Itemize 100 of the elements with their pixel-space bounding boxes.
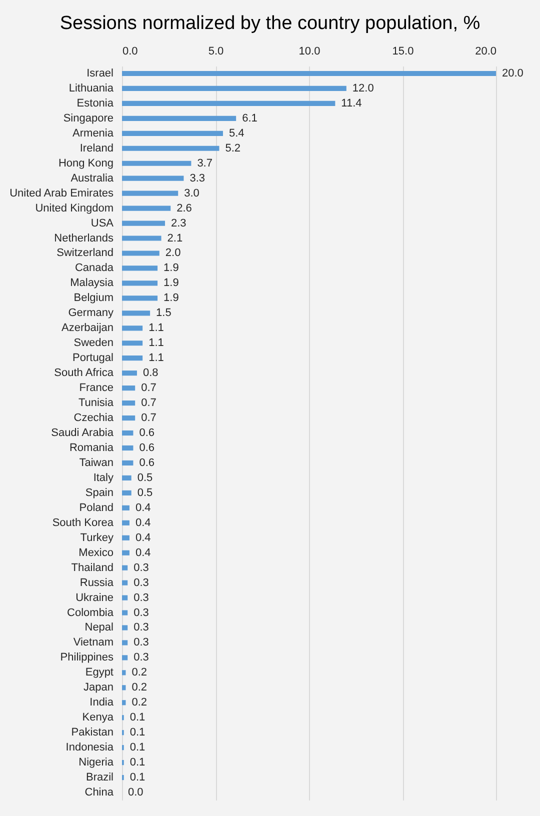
y-tick-label: Mexico bbox=[78, 546, 114, 559]
data-label: 2.3 bbox=[171, 217, 186, 230]
data-label: 0.3 bbox=[134, 652, 149, 664]
y-tick-label: India bbox=[90, 696, 114, 709]
data-label: 0.4 bbox=[135, 502, 151, 514]
y-tick-label: Vietnam bbox=[73, 636, 114, 649]
data-label: 0.7 bbox=[141, 397, 156, 410]
y-tick-label: Israel bbox=[86, 67, 114, 80]
y-tick-label: Tunisia bbox=[78, 397, 114, 410]
y-tick-label: Romania bbox=[69, 442, 114, 454]
data-label: 12.0 bbox=[352, 82, 374, 94]
data-label: 1.1 bbox=[148, 337, 164, 350]
y-tick-label: Italy bbox=[93, 472, 114, 484]
y-tick-label: United Arab Emirates bbox=[10, 187, 114, 200]
data-label: 1.9 bbox=[164, 277, 179, 290]
data-label: 0.0 bbox=[128, 786, 144, 799]
y-tick-label: China bbox=[84, 786, 114, 799]
data-label: 0.1 bbox=[130, 772, 146, 784]
y-tick-label: United Kingdom bbox=[35, 202, 114, 214]
y-tick-label: Australia bbox=[70, 172, 114, 184]
y-tick-label: Saudi Arabia bbox=[51, 427, 114, 439]
y-tick-label: Thailand bbox=[71, 562, 114, 574]
data-label: 0.1 bbox=[130, 726, 146, 739]
data-label: 3.3 bbox=[190, 172, 206, 184]
y-tick-label: Switzerland bbox=[56, 247, 114, 260]
y-tick-label: Poland bbox=[79, 502, 114, 514]
data-label: 1.9 bbox=[164, 292, 179, 304]
y-tick-label: Nepal bbox=[84, 622, 114, 634]
y-tick-label: Malaysia bbox=[70, 277, 114, 290]
data-label: 0.3 bbox=[134, 636, 149, 649]
y-tick-label: Spain bbox=[85, 486, 114, 499]
data-label: 0.8 bbox=[142, 367, 158, 380]
y-tick-label: Singapore bbox=[63, 112, 114, 124]
y-tick-label: USA bbox=[90, 217, 114, 230]
y-tick-label: Japan bbox=[84, 682, 114, 694]
y-tick-label: Philippines bbox=[60, 652, 114, 664]
data-label: 0.5 bbox=[137, 472, 153, 484]
y-tick-label: Ukraine bbox=[76, 592, 114, 604]
data-label: 3.7 bbox=[197, 157, 212, 170]
data-label: 1.1 bbox=[148, 352, 164, 364]
data-label: 2.6 bbox=[176, 202, 192, 214]
data-label: 0.7 bbox=[141, 412, 156, 424]
y-tick-label: Pakistan bbox=[71, 726, 114, 739]
x-tick-label: 5.0 bbox=[208, 46, 224, 58]
y-tick-label: Colombia bbox=[67, 606, 114, 619]
data-label: 0.3 bbox=[134, 622, 149, 634]
y-tick-label: France bbox=[79, 382, 114, 394]
data-label: 3.0 bbox=[184, 187, 200, 200]
y-tick-label: Sweden bbox=[74, 337, 114, 350]
data-label: 11.4 bbox=[341, 97, 362, 110]
data-label: 0.1 bbox=[130, 756, 146, 769]
y-tick-label: Estonia bbox=[76, 97, 114, 110]
chart-title: Sessions normalized by the country population, % bbox=[60, 13, 480, 34]
x-tick-label: 10.0 bbox=[298, 46, 320, 58]
data-label: 0.4 bbox=[135, 532, 151, 544]
data-label: 0.5 bbox=[137, 486, 153, 499]
y-tick-label: Czechia bbox=[74, 412, 114, 424]
data-label: 0.3 bbox=[134, 606, 149, 619]
y-tick-label: Brazil bbox=[86, 772, 114, 784]
data-label: 2.0 bbox=[165, 247, 181, 260]
y-tick-label: Taiwan bbox=[79, 456, 114, 469]
y-tick-label: Canada bbox=[74, 262, 114, 274]
y-tick-label: Azerbaijan bbox=[62, 322, 114, 334]
y-tick-label: Netherlands bbox=[54, 232, 114, 244]
data-label: 20.0 bbox=[502, 67, 524, 80]
y-tick-label: Russia bbox=[80, 576, 114, 589]
data-label: 5.2 bbox=[225, 142, 241, 154]
y-tick-label: Ireland bbox=[80, 142, 114, 154]
data-label: 0.6 bbox=[139, 456, 155, 469]
data-label: 5.4 bbox=[228, 127, 244, 140]
data-label: 6.1 bbox=[242, 112, 258, 124]
data-label: 1.9 bbox=[164, 262, 179, 274]
data-label: 0.2 bbox=[132, 666, 148, 679]
data-label: 0.4 bbox=[135, 546, 151, 559]
data-label: 0.3 bbox=[134, 592, 149, 604]
data-label: 0.6 bbox=[139, 427, 155, 439]
data-label: 1.5 bbox=[156, 307, 172, 320]
data-label: 0.2 bbox=[132, 696, 148, 709]
y-tick-label: Indonesia bbox=[66, 742, 114, 754]
y-tick-label: Hong Kong bbox=[58, 157, 114, 170]
y-tick-label: Kenya bbox=[82, 712, 114, 724]
y-tick-label: South Korea bbox=[52, 516, 114, 529]
y-tick-label: Portugal bbox=[72, 352, 114, 364]
y-tick-label: Belgium bbox=[74, 292, 114, 304]
x-tick-label: 0.0 bbox=[122, 46, 138, 58]
data-label: 0.3 bbox=[134, 576, 149, 589]
data-label: 0.1 bbox=[130, 712, 146, 724]
data-label: 0.2 bbox=[132, 682, 148, 694]
y-tick-label: Turkey bbox=[80, 532, 114, 544]
x-tick-label: 20.0 bbox=[475, 46, 496, 58]
y-tick-label: Egypt bbox=[85, 666, 114, 679]
y-tick-label: Armenia bbox=[72, 127, 114, 140]
x-tick-label: 15.0 bbox=[392, 46, 414, 58]
data-label: 0.3 bbox=[134, 562, 149, 574]
data-label: 0.1 bbox=[130, 742, 146, 754]
data-label: 1.1 bbox=[148, 322, 164, 334]
data-label: 0.4 bbox=[135, 516, 151, 529]
y-tick-label: Germany bbox=[68, 307, 114, 320]
y-tick-label: Lithuania bbox=[68, 82, 114, 94]
y-tick-label: Nigeria bbox=[78, 756, 114, 769]
